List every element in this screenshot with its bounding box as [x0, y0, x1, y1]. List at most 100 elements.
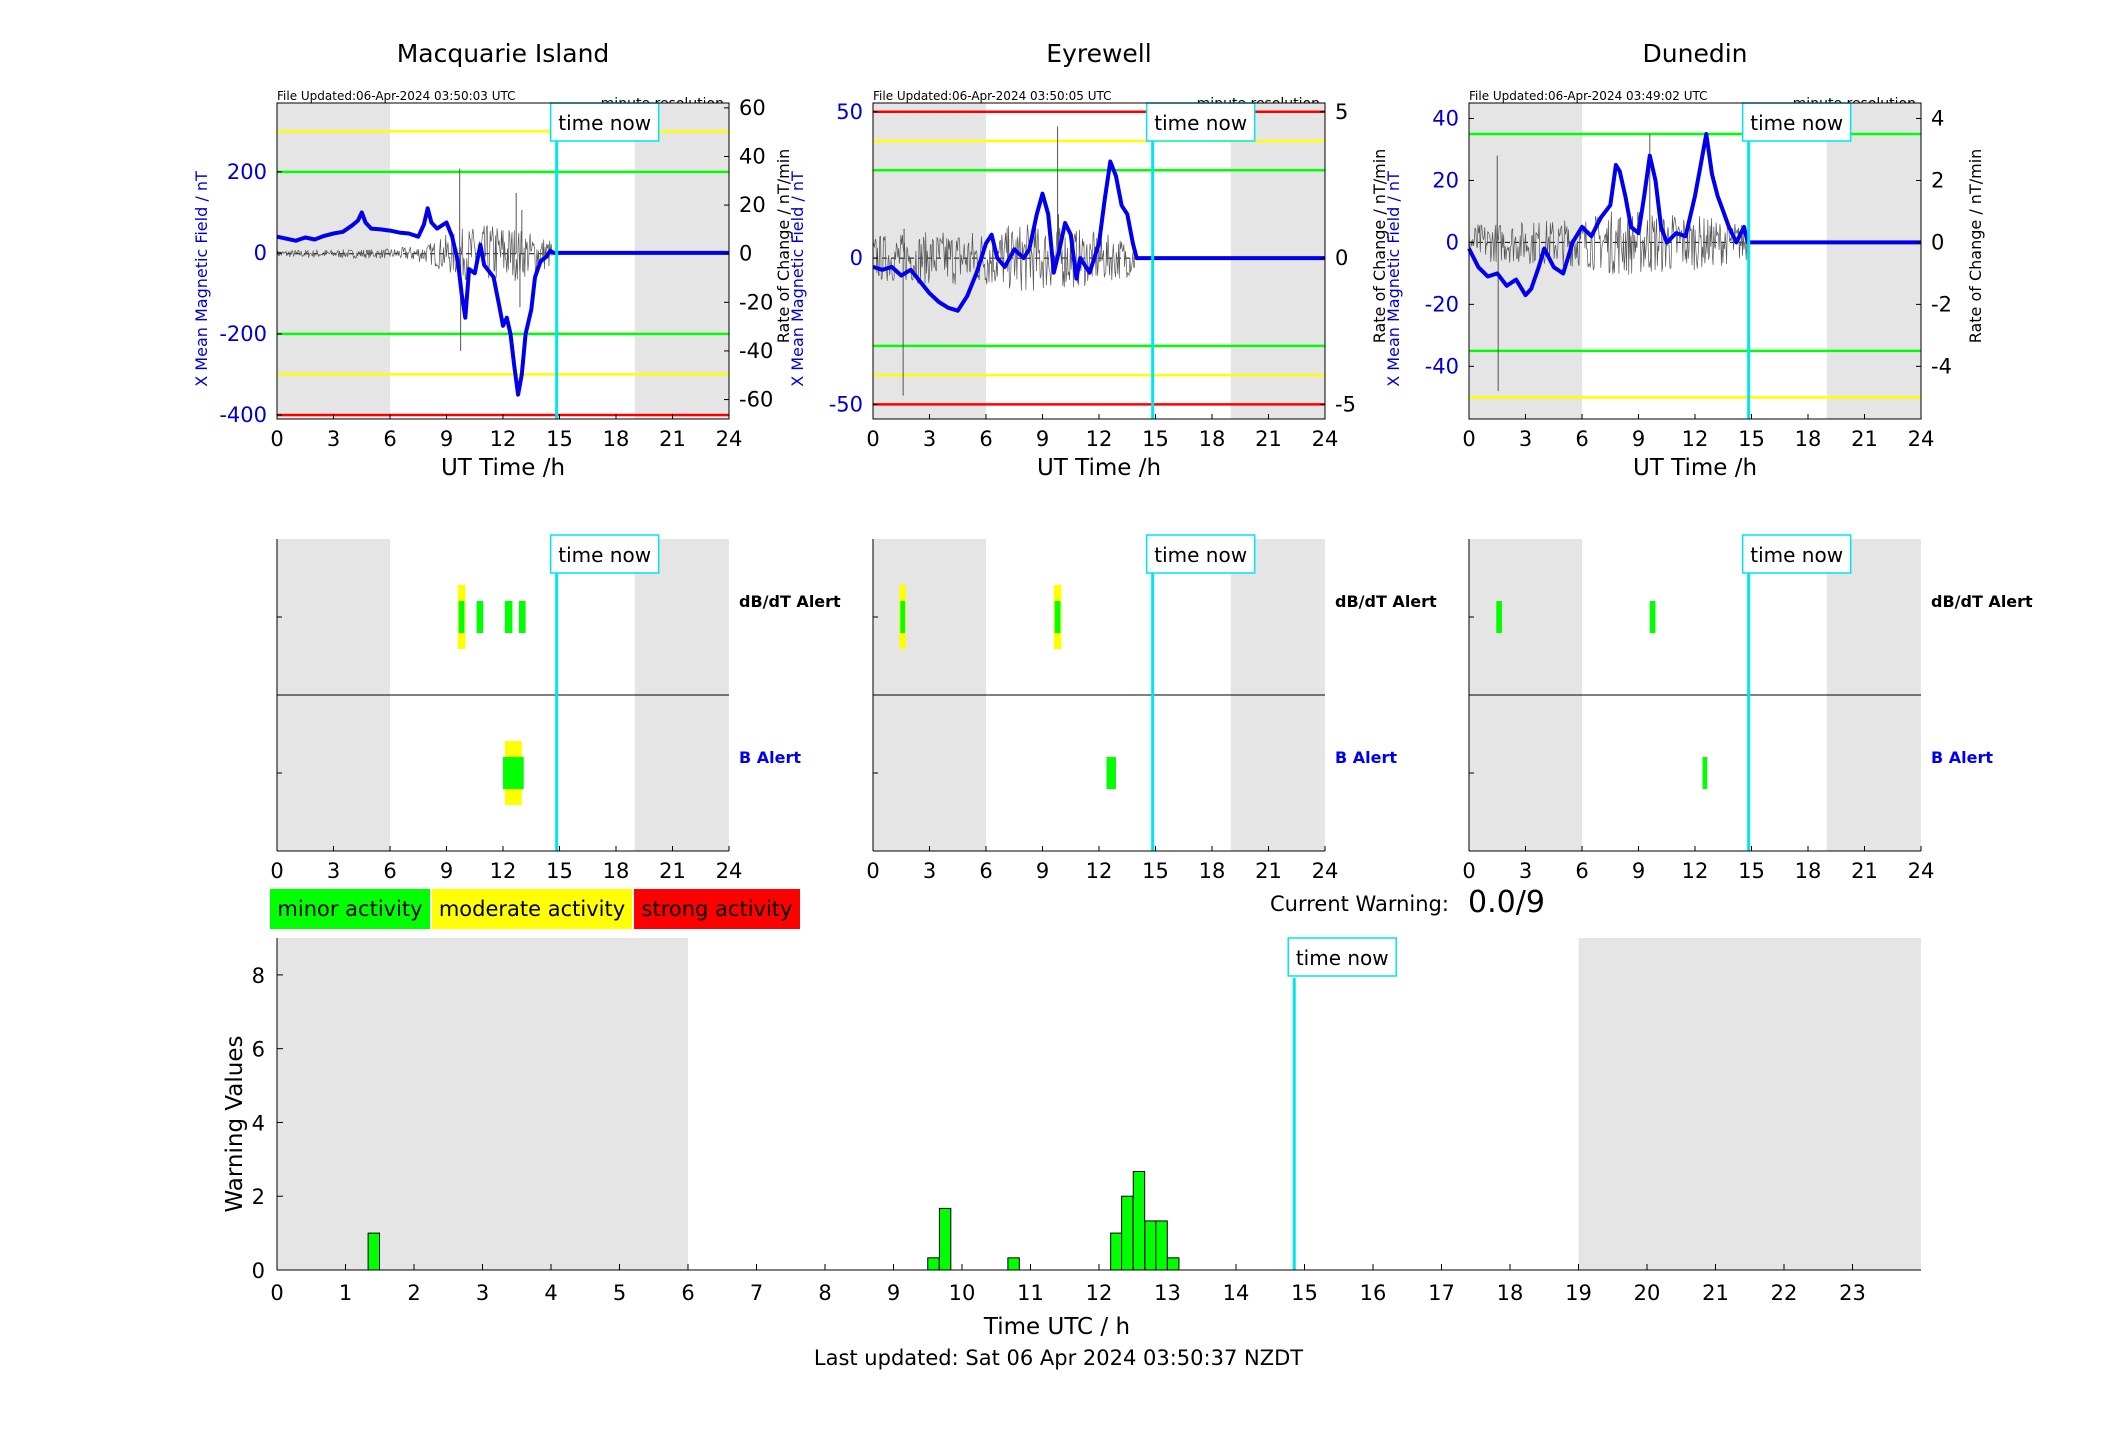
rate-y-tick-label-1-1: 0 — [1335, 246, 1348, 270]
x-tick-label-top-0-0: 0 — [270, 427, 283, 451]
b-alert-bar-0-1 — [503, 757, 524, 789]
x-tick-label-alert-1-2: 6 — [979, 859, 992, 883]
now-marker-warning-box — [1287, 937, 1397, 977]
dbdt-alert-bar-0-1 — [458, 601, 465, 633]
field-line-0 — [276, 206, 729, 397]
rate-trace-0 — [276, 224, 553, 282]
night-shade-warning-0 — [277, 938, 688, 1270]
x-tick-label-alert-1-1: 3 — [923, 859, 936, 883]
now-marker-top-2-label: time now — [1750, 111, 1843, 135]
warning-x-tick-label-22: 22 — [1771, 1281, 1798, 1305]
now-marker-top-0-box — [549, 102, 660, 142]
now-marker-warning-label: time now — [1296, 946, 1389, 970]
x-tick-label-alert-2-7: 21 — [1851, 859, 1878, 883]
x-tick-label-alert-2-2: 6 — [1575, 859, 1588, 883]
warning-x-tick-label-17: 17 — [1428, 1281, 1455, 1305]
x-tick-label-alert-1-3: 9 — [1036, 859, 1049, 883]
warning-x-tick-label-19: 19 — [1565, 1281, 1592, 1305]
field-y-tick-label-0-3: 200 — [227, 160, 267, 184]
dbdt-alert-bar-0-2 — [476, 601, 484, 633]
x-axis-label-top-2: UT Time /h — [1633, 455, 1757, 481]
x-tick-label-top-2-0: 0 — [1462, 427, 1475, 451]
rate-trace-2 — [1468, 211, 1749, 275]
warning-bar-8 — [1155, 1220, 1168, 1271]
warning-y-tick-label-0: 0 — [252, 1259, 265, 1283]
last-updated-footer: Last updated: Sat 06 Apr 2024 03:50:37 N… — [813, 1346, 1304, 1370]
warning-bar-3 — [1007, 1257, 1020, 1271]
current-warning-value: 0.0/9 — [1468, 885, 1545, 920]
x-tick-label-alert-1-4: 12 — [1086, 859, 1113, 883]
field-y-tick-label-0-1: -200 — [219, 322, 267, 346]
x-tick-label-top-2-3: 9 — [1632, 427, 1645, 451]
now-marker-top-2-box — [1741, 102, 1852, 142]
now-marker-alert-2-label: time now — [1750, 543, 1843, 567]
warning-x-tick-label-21: 21 — [1702, 1281, 1729, 1305]
rate-y-tick-label-2-0: -4 — [1931, 354, 1952, 378]
night-shade-top-0-1 — [634, 103, 729, 419]
rate-y-tick-label-0-5: 40 — [739, 144, 766, 168]
warning-bar-0 — [367, 1232, 381, 1271]
warning-bar-9 — [1167, 1257, 1180, 1271]
field-line-2 — [1467, 132, 1921, 298]
warning-bar-5 — [1121, 1195, 1134, 1271]
rate-y-tick-label-0-3: 0 — [739, 242, 752, 266]
x-tick-label-alert-1-6: 18 — [1199, 859, 1226, 883]
warning-y-tick-label-2: 4 — [252, 1111, 265, 1135]
now-marker-alert-2-box — [1741, 534, 1852, 574]
x-tick-label-alert-2-5: 15 — [1738, 859, 1765, 883]
warning-x-tick-label-0: 0 — [270, 1281, 283, 1305]
station-title-1: Eyrewell — [1046, 39, 1151, 68]
warning-x-tick-label-7: 7 — [750, 1281, 763, 1305]
current-warning-label: Current Warning: — [1270, 892, 1449, 916]
warning-x-tick-label-5: 5 — [613, 1281, 626, 1305]
dbdt-alert-label-1: dB/dT Alert — [1335, 592, 1437, 611]
x-tick-label-alert-0-1: 3 — [327, 859, 340, 883]
dbdt-alert-bar-2-1 — [1649, 601, 1656, 633]
warning-bar-7 — [1144, 1220, 1157, 1271]
x-tick-label-top-2-6: 18 — [1795, 427, 1822, 451]
x-tick-label-alert-1-5: 15 — [1142, 859, 1169, 883]
dbdt-alert-label-2: dB/dT Alert — [1931, 592, 2033, 611]
x-tick-label-alert-0-0: 0 — [270, 859, 283, 883]
x-tick-label-top-1-4: 12 — [1086, 427, 1113, 451]
x-tick-label-alert-1-0: 0 — [866, 859, 879, 883]
field-y-tick-label-2-2: 0 — [1446, 230, 1459, 254]
x-tick-label-top-1-7: 21 — [1255, 427, 1282, 451]
warning-x-tick-label-20: 20 — [1634, 1281, 1661, 1305]
rate-y-tick-label-2-3: 2 — [1931, 168, 1944, 192]
x-tick-label-top-2-5: 15 — [1738, 427, 1765, 451]
file-updated-1: File Updated:06-Apr-2024 03:50:05 UTC — [873, 89, 1112, 103]
now-marker-alert-0-box — [549, 534, 660, 574]
field-y-tick-label-2-4: 40 — [1432, 106, 1459, 130]
dbdt-alert-bar-0-4 — [519, 601, 526, 633]
x-tick-label-alert-2-6: 18 — [1795, 859, 1822, 883]
rate-y-tick-label-2-2: 0 — [1931, 230, 1944, 254]
x-tick-label-top-2-4: 12 — [1682, 427, 1709, 451]
warning-x-tick-label-14: 14 — [1223, 1281, 1250, 1305]
field-y-tick-label-2-3: 20 — [1432, 168, 1459, 192]
field-y-tick-label-1-2: 50 — [836, 100, 863, 124]
rate-y-axis-label-1: Rate of Change / nT/min — [1370, 149, 1389, 344]
x-tick-label-top-0-1: 3 — [327, 427, 340, 451]
field-y-axis-label-1: X Mean Magnetic Field / nT — [788, 171, 807, 387]
x-tick-label-top-0-2: 6 — [383, 427, 396, 451]
x-tick-label-alert-2-4: 12 — [1682, 859, 1709, 883]
legend-moderate: moderate activity — [432, 889, 632, 929]
x-tick-label-top-1-3: 9 — [1036, 427, 1049, 451]
field-y-tick-label-1-1: 0 — [850, 246, 863, 270]
dbdt-alert-bar-2-0 — [1496, 601, 1502, 633]
warning-bar-1 — [927, 1257, 940, 1271]
warning-x-tick-label-1: 1 — [339, 1281, 352, 1305]
x-tick-label-top-0-5: 15 — [546, 427, 573, 451]
legend-minor: minor activity — [270, 889, 430, 929]
warning-x-tick-label-16: 16 — [1360, 1281, 1387, 1305]
warning-x-tick-label-2: 2 — [407, 1281, 420, 1305]
field-line-1 — [872, 159, 1325, 313]
dbdt-alert-label-0: dB/dT Alert — [739, 592, 841, 611]
b-alert-bar-1-0 — [1106, 757, 1116, 789]
x-tick-label-top-1-6: 18 — [1199, 427, 1226, 451]
station-title-2: Dunedin — [1643, 39, 1748, 68]
rate-y-tick-label-2-4: 4 — [1931, 106, 1944, 130]
rate-y-tick-label-0-6: 60 — [739, 96, 766, 120]
x-tick-label-top-0-8: 24 — [716, 427, 743, 451]
